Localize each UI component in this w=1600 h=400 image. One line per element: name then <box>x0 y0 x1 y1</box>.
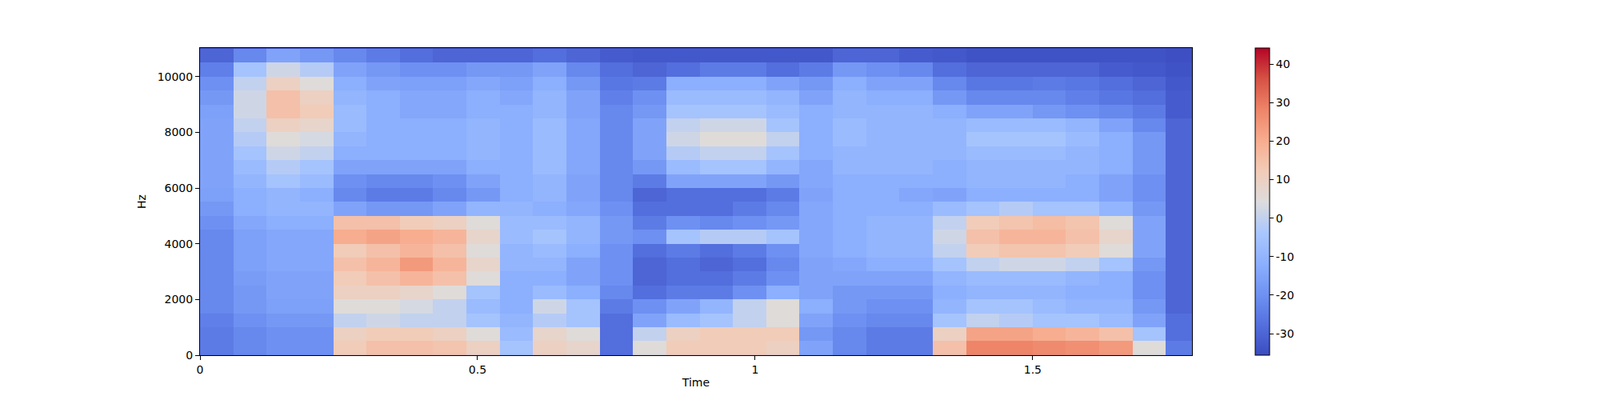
svg-text:4000: 4000 <box>164 237 194 251</box>
svg-text:10000: 10000 <box>157 70 194 84</box>
svg-text:6000: 6000 <box>164 181 194 195</box>
svg-text:30: 30 <box>1276 96 1291 109</box>
svg-text:20: 20 <box>1276 134 1291 148</box>
svg-text:-10: -10 <box>1276 250 1295 264</box>
svg-text:0: 0 <box>1276 212 1284 225</box>
svg-text:8000: 8000 <box>164 125 194 139</box>
svg-text:-30: -30 <box>1276 327 1295 340</box>
svg-text:2000: 2000 <box>164 292 194 306</box>
svg-text:Hz: Hz <box>135 194 148 209</box>
svg-text:0: 0 <box>196 363 204 376</box>
svg-text:10: 10 <box>1276 172 1291 186</box>
svg-text:1.5: 1.5 <box>1024 363 1042 376</box>
svg-text:1: 1 <box>751 363 759 376</box>
svg-text:0.5: 0.5 <box>468 363 487 376</box>
svg-text:0: 0 <box>185 348 193 362</box>
svg-text:-20: -20 <box>1276 288 1295 302</box>
svg-text:Time: Time <box>681 376 710 389</box>
svg-text:40: 40 <box>1276 57 1291 71</box>
